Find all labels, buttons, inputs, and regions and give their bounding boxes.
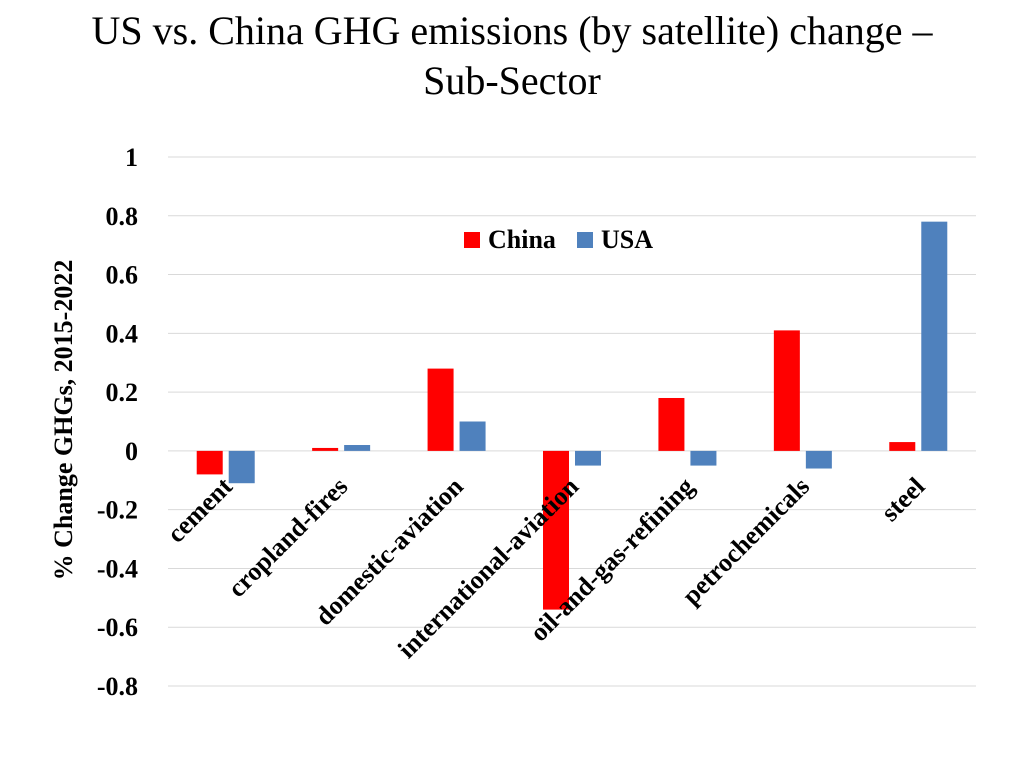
y-tick-label: -0.4	[97, 554, 138, 583]
y-tick-label: 0.6	[106, 261, 139, 290]
bar-china-international-aviation	[543, 450, 569, 610]
bar-china-cement	[196, 450, 223, 475]
bar-usa-cropland-fires	[344, 445, 371, 451]
legend: China USA	[464, 225, 653, 254]
bar-china-oil-and-gas-refining	[658, 397, 685, 451]
y-tick-label: -0.6	[97, 613, 138, 642]
y-axis-label: % Change GHGs, 2015-2022	[49, 260, 78, 581]
bar-usa-steel	[921, 221, 948, 451]
bar-usa-international-aviation	[575, 450, 601, 466]
chart-title-line-2: Sub-Sector	[423, 58, 601, 103]
bars	[196, 221, 948, 610]
bar-usa-cement	[228, 450, 255, 484]
y-tick-label: -0.8	[97, 672, 138, 701]
chart-title: US vs. China GHG emissions (by satellite…	[0, 6, 1024, 106]
bar-china-petrochemicals	[773, 330, 800, 451]
y-tick-label: 0.2	[106, 378, 139, 407]
y-tick-label: 1	[125, 143, 138, 172]
y-axis-ticks: 1 0.8 0.6 0.4 0.2 0 -0.2 -0.4 -0.6 -0.8	[97, 143, 138, 701]
y-tick-label: 0	[125, 437, 138, 466]
chart-title-line-1: US vs. China GHG emissions (by satellite…	[91, 8, 933, 53]
legend-label-usa: USA	[601, 225, 653, 254]
legend-swatch-usa	[577, 232, 593, 248]
bar-china-steel	[889, 442, 916, 451]
gridlines	[168, 156, 976, 687]
bar-china-domestic-aviation	[427, 368, 454, 451]
y-tick-label: 0.8	[106, 202, 139, 231]
x-tick-label: steel	[875, 472, 930, 527]
y-tick-label: -0.2	[97, 496, 138, 525]
bar-usa-petrochemicals	[805, 450, 832, 469]
legend-label-china: China	[488, 225, 556, 254]
y-tick-label: 0.4	[106, 319, 139, 348]
bar-usa-oil-and-gas-refining	[690, 450, 717, 466]
bar-china-cropland-fires	[312, 447, 339, 451]
x-tick-label: cropland-fires	[222, 472, 353, 603]
bar-usa-domestic-aviation	[459, 421, 486, 451]
legend-swatch-china	[464, 232, 480, 248]
